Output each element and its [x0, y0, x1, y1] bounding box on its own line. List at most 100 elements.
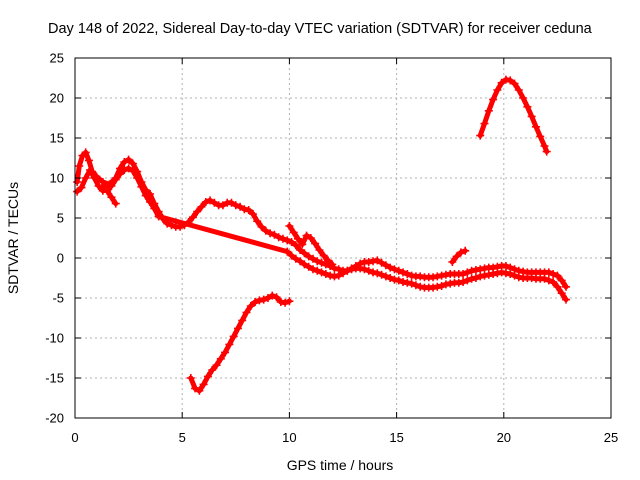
- series-late-spike-track: [448, 246, 470, 266]
- data-point: [381, 261, 390, 270]
- data-point: [266, 229, 275, 238]
- data-point: [225, 340, 234, 349]
- data-point: [107, 182, 116, 190]
- data-point: [448, 258, 457, 266]
- data-point: [339, 269, 347, 278]
- data-point: [390, 265, 399, 274]
- data-point: [81, 148, 90, 157]
- data-point: [291, 254, 300, 263]
- y-tick-label: 15: [50, 131, 64, 146]
- data-point: [364, 266, 373, 275]
- data-point: [197, 202, 206, 211]
- data-point: [216, 354, 225, 363]
- data-point: [480, 271, 489, 280]
- data-point: [321, 270, 330, 278]
- data-point: [306, 234, 315, 242]
- data-point: [456, 248, 465, 257]
- data-point: [506, 270, 515, 278]
- series-low-recovery-track: [186, 291, 294, 395]
- data-point: [510, 271, 519, 280]
- data-point: [407, 279, 416, 288]
- data-point: [246, 302, 255, 310]
- data-point: [501, 262, 510, 270]
- data-point: [193, 207, 202, 216]
- data-point: [497, 78, 506, 87]
- data-point: [281, 298, 290, 307]
- data-point: [527, 112, 536, 121]
- data-point: [463, 276, 472, 285]
- data-point: [238, 316, 247, 325]
- data-point: [377, 258, 386, 267]
- data-point: [141, 191, 150, 200]
- x-tick-label: 25: [604, 430, 618, 445]
- data-point: [73, 178, 82, 186]
- y-tick-label: -15: [45, 371, 64, 386]
- data-point: [319, 251, 328, 260]
- data-point: [263, 294, 272, 302]
- data-point: [128, 159, 137, 168]
- data-point: [394, 276, 403, 285]
- data-point: [287, 238, 296, 246]
- data-point: [218, 201, 227, 210]
- data-point: [236, 202, 245, 211]
- series-mid-afternoon-track: [285, 222, 337, 269]
- data-point: [287, 251, 296, 260]
- data-point: [212, 361, 221, 370]
- data-point: [369, 268, 378, 277]
- data-point: [274, 233, 283, 242]
- data-point: [399, 268, 408, 277]
- data-point: [381, 272, 390, 281]
- data-point: [334, 271, 343, 280]
- data-point: [373, 256, 382, 265]
- data-point: [120, 166, 129, 174]
- data-point: [323, 256, 332, 265]
- data-point: [285, 222, 294, 230]
- data-point: [188, 213, 197, 222]
- data-point: [553, 271, 562, 280]
- data-point: [493, 269, 502, 278]
- x-axis-title: GPS time / hours: [287, 457, 394, 473]
- x-tick-label: 5: [179, 430, 186, 445]
- data-point: [484, 106, 493, 115]
- data-point: [523, 102, 532, 111]
- data-point: [150, 204, 159, 213]
- data-point: [203, 372, 212, 381]
- data-point: [210, 198, 219, 207]
- data-point: [257, 222, 266, 231]
- y-axis-title: SDTVAR / TECUs: [5, 182, 21, 294]
- data-point: [227, 198, 236, 207]
- data-point: [360, 265, 369, 274]
- data-point: [308, 254, 317, 263]
- data-point: [244, 206, 253, 214]
- x-tick-label: 15: [389, 430, 403, 445]
- data-point: [540, 274, 549, 283]
- data-point: [289, 228, 298, 237]
- data-point: [300, 249, 309, 258]
- data-point: [229, 332, 238, 341]
- y-tick-label: 5: [57, 211, 64, 226]
- data-point: [531, 122, 540, 131]
- data-point: [313, 257, 322, 266]
- series-early-drop: [98, 182, 120, 208]
- y-tick-label: 25: [50, 51, 64, 66]
- data-point: [116, 170, 125, 178]
- data-point: [557, 276, 566, 285]
- data-point: [373, 269, 382, 278]
- data-point: [111, 175, 120, 184]
- series-layer: [73, 75, 570, 395]
- data-point: [73, 187, 82, 196]
- data-point: [251, 298, 260, 306]
- data-point: [107, 193, 116, 202]
- data-point: [242, 308, 251, 317]
- y-tick-label: 20: [50, 91, 64, 106]
- data-point: [302, 231, 311, 240]
- data-point: [293, 234, 302, 243]
- data-point: [84, 156, 93, 165]
- series-line: [100, 183, 119, 207]
- data-point: [519, 94, 528, 102]
- data-point: [549, 278, 558, 286]
- data-point: [272, 293, 281, 302]
- data-point: [343, 266, 352, 275]
- data-point: [386, 274, 395, 282]
